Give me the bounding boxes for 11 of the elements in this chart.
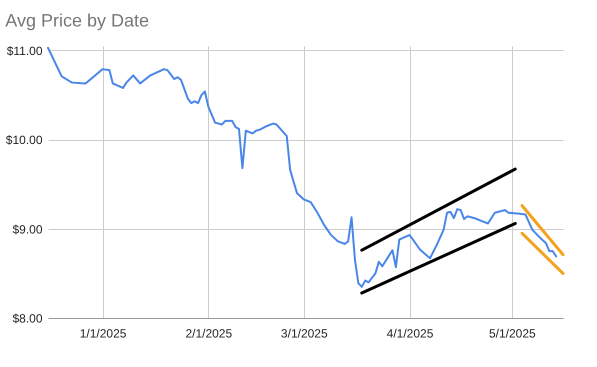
x-tick-label: 1/1/2025 xyxy=(80,326,127,340)
y-tick-label: $8.00 xyxy=(12,312,43,326)
y-tick-label: $9.00 xyxy=(12,222,43,236)
x-tick-label: 2/1/2025 xyxy=(185,326,232,340)
line-series xyxy=(47,46,558,288)
y-tick-label: $10.00 xyxy=(6,133,43,148)
x-tick-label: 4/1/2025 xyxy=(386,326,434,340)
x-tick-label: 3/1/2025 xyxy=(280,326,328,340)
x-tick-label: 5/1/2025 xyxy=(488,326,536,340)
chart-title: Avg Price by Date xyxy=(5,10,150,30)
y-tick-label: $11.00 xyxy=(6,44,43,58)
